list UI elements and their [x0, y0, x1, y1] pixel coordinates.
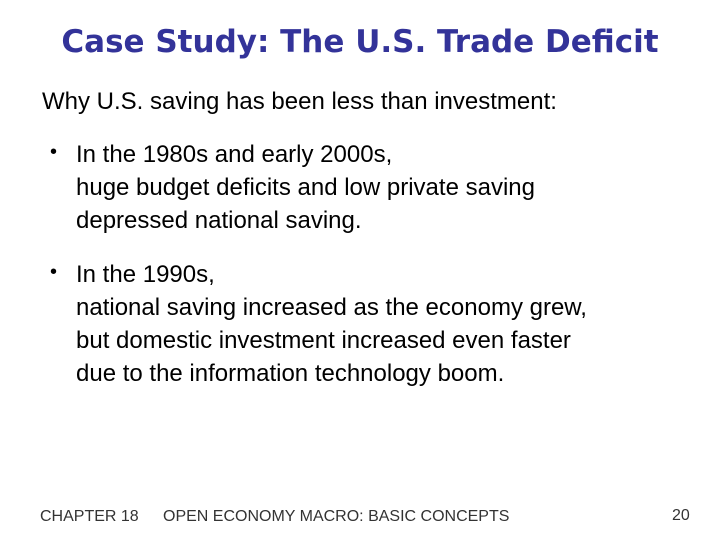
slide-title: Case Study: The U.S. Trade Deficit: [61, 24, 659, 60]
bullet-dot-icon: •: [50, 261, 58, 283]
bullet-line: depressed national saving.: [76, 207, 362, 234]
bullet-line: national saving increased as the economy…: [76, 294, 587, 321]
bullet-text: In the 1990s, national saving increased …: [76, 258, 587, 390]
bullet-line: due to the information technology boom.: [76, 360, 505, 387]
bullet-line: but domestic investment increased even f…: [76, 327, 571, 354]
bullet-dot-icon: •: [50, 141, 58, 163]
bullet-line: In the 1990s,: [76, 261, 215, 288]
footer-chapter: CHAPTER 18: [40, 508, 139, 525]
bullet-line: In the 1980s and early 2000s,: [76, 141, 393, 168]
bullet-line: huge budget deficits and low private sav…: [76, 174, 535, 201]
bullet-text: In the 1980s and early 2000s, huge budge…: [76, 138, 535, 237]
footer-subject: OPEN ECONOMY MACRO: BASIC CONCEPTS: [163, 508, 510, 525]
intro-text: Why U.S. saving has been less than inves…: [42, 88, 557, 115]
page-number: 20: [672, 507, 690, 524]
